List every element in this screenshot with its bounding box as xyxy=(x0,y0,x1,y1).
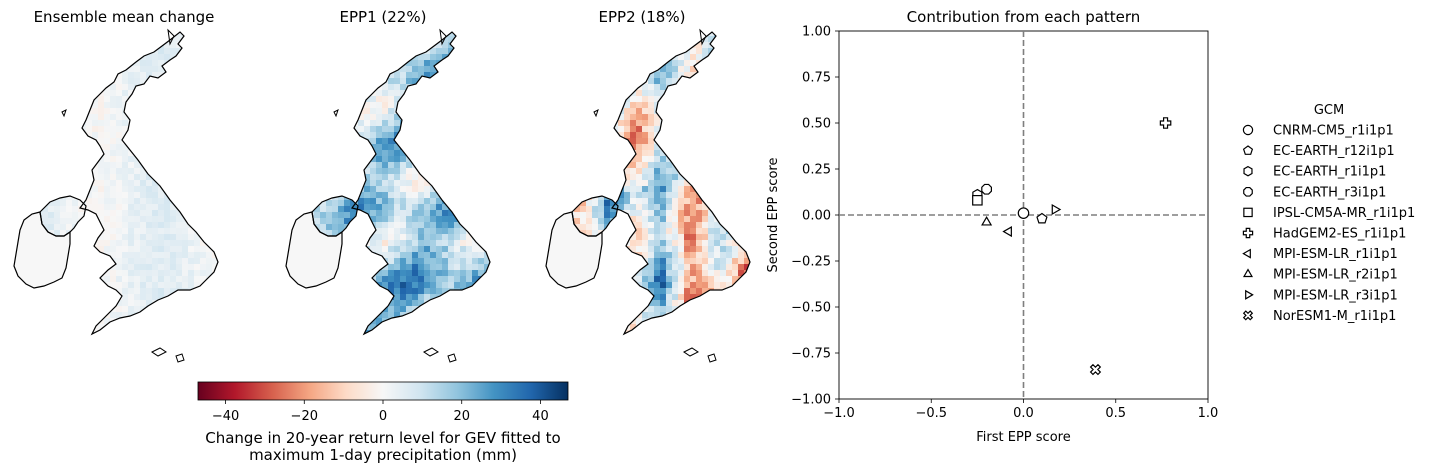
legend-marker-triangle-up xyxy=(1242,268,1254,278)
y-tick-label: −1.00 xyxy=(791,393,831,408)
legend-label: EC-EARTH_r1i1p1 xyxy=(1273,165,1386,180)
y-axis-label: Second EPP score xyxy=(766,158,781,273)
legend-marker-pentagon xyxy=(1242,145,1254,155)
coastline-islands xyxy=(333,28,457,363)
point-noresm1-m-r1i1p1 xyxy=(1089,363,1102,376)
point-mpi-esm-lr-r2i1p1 xyxy=(981,215,993,226)
x-tick-label: 1.0 xyxy=(1198,406,1219,421)
scatter-chart: Contribution from each pattern −1.0 −0.5 0… xyxy=(766,8,1218,445)
coastline-islands xyxy=(61,28,185,363)
colorbar-label-line2: maximum 1-day precipitation (mm) xyxy=(249,446,517,464)
legend-items: CNRM-CM5_r1i1p1 EC-EARTH_r12i1p1 EC-EARTH_… xyxy=(1242,124,1415,324)
legend-label: EC-EARTH_r12i1p1 xyxy=(1273,144,1395,159)
map-title-epp1: EPP1 (22%) xyxy=(340,8,427,26)
y-tick-label: 0.25 xyxy=(802,163,831,178)
x-tick-label: 0.0 xyxy=(1013,406,1034,421)
coastline-gb xyxy=(350,31,491,336)
coastline-gb xyxy=(78,31,219,336)
legend-label: HadGEM2-ES_r1i1p1 xyxy=(1273,227,1406,242)
legend-label: MPI-ESM-LR_r2i1p1 xyxy=(1273,268,1398,283)
x-tick-label: −1.0 xyxy=(823,406,855,421)
legend-marker-triangle-right xyxy=(1245,289,1254,300)
y-tick-label: 0.50 xyxy=(802,117,831,132)
legend-marker-x xyxy=(1242,310,1254,321)
x-axis-label: First EPP score xyxy=(976,430,1070,445)
colorbar-gradient xyxy=(197,381,569,401)
colorbar-tick-label: 0 xyxy=(379,409,387,424)
y-tick-label: −0.50 xyxy=(791,301,831,316)
colorbar-ticks: −40 −20 0 20 40 xyxy=(212,400,549,424)
coastline-gb xyxy=(610,31,751,336)
map-panel-mean: Ensemble mean change xyxy=(13,8,219,363)
y-tick-label: −0.75 xyxy=(791,347,831,362)
legend-marker-hexagon xyxy=(1243,165,1253,177)
colorbar-tick-label: 40 xyxy=(532,409,549,424)
colorbar-label-line1: Change in 20-year return level for GEV f… xyxy=(205,429,561,447)
legend: GCM CNRM-CM5_r1i1p1 EC-EARTH_r12i1p1 EC-EA… xyxy=(1242,103,1415,324)
x-tick-label: 0.5 xyxy=(1105,406,1126,421)
y-tick-label: 0.00 xyxy=(802,209,831,224)
point-hadgem2-es-r1i1p1 xyxy=(1159,117,1172,129)
y-tick-label: 1.00 xyxy=(802,25,831,40)
point-cnrm-cm5-r1i1p1 xyxy=(1017,207,1030,219)
legend-label: CNRM-CM5_r1i1p1 xyxy=(1273,124,1394,139)
legend-marker-square xyxy=(1243,207,1253,218)
map-epp2 xyxy=(545,28,751,363)
coastline-ireland xyxy=(545,211,603,289)
map-epp1 xyxy=(285,28,491,363)
map-panel-epp1: EPP1 (22%) xyxy=(285,8,491,363)
point-mpi-esm-lr-r1i1p1 xyxy=(1002,226,1012,238)
y-tick-label: 0.75 xyxy=(802,71,831,86)
y-ticks: −1.00 −0.75 −0.50 −0.25 0.00 0.25 0.50 0.75 1.00 xyxy=(791,25,839,408)
map-panels: Ensemble mean change EPP1 (22%) EPP2 (18%) xyxy=(13,8,751,363)
coastline-islands xyxy=(593,28,717,363)
legend-label: NorESM1-M_r1i1p1 xyxy=(1273,309,1396,324)
legend-marker-plus xyxy=(1242,227,1254,239)
legend-marker-triangle-left xyxy=(1242,248,1251,259)
point-ec-earth-r3i1p1 xyxy=(981,183,992,195)
legend-title: GCM xyxy=(1314,103,1344,118)
scatter-points xyxy=(972,117,1172,376)
coastline-ireland xyxy=(285,211,343,289)
point-ipsl-cm5a-mr-r1i1p1 xyxy=(972,194,983,206)
legend-label: IPSL-CM5A-MR_r1i1p1 xyxy=(1273,206,1415,221)
colorbar: −40 −20 0 20 40 Change in 20-year return lev… xyxy=(197,381,569,464)
legend-label: EC-EARTH_r3i1p1 xyxy=(1273,185,1386,200)
y-tick-label: −0.25 xyxy=(791,255,831,270)
map-panel-epp2: EPP2 (18%) xyxy=(545,8,751,363)
colorbar-tick-label: 20 xyxy=(453,409,470,424)
scatter-title: Contribution from each pattern xyxy=(907,8,1141,26)
legend-label: MPI-ESM-LR_r1i1p1 xyxy=(1273,247,1398,262)
colorbar-tick-label: −40 xyxy=(212,409,239,424)
legend-marker-octagon xyxy=(1243,186,1253,197)
legend-label: MPI-ESM-LR_r3i1p1 xyxy=(1273,288,1398,303)
map-title-mean: Ensemble mean change xyxy=(34,8,215,26)
point-mpi-esm-lr-r3i1p1 xyxy=(1051,203,1062,216)
x-tick-label: −0.5 xyxy=(915,406,947,421)
coastline-ireland xyxy=(13,211,71,289)
map-mean xyxy=(13,28,219,363)
point-ec-earth-r12i1p1 xyxy=(1036,212,1048,224)
colorbar-tick-label: −20 xyxy=(291,409,318,424)
x-ticks: −1.0 −0.5 0.0 0.5 1.0 xyxy=(823,399,1218,421)
map-title-epp2: EPP2 (18%) xyxy=(599,8,686,26)
legend-marker-circle xyxy=(1242,124,1254,136)
